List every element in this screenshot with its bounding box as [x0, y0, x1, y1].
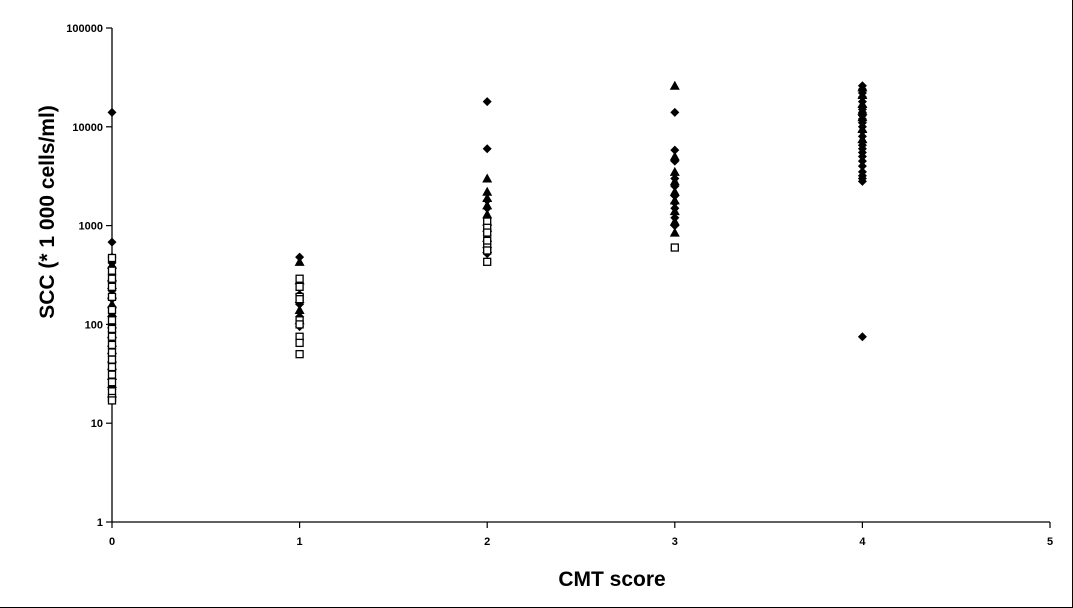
triangle-point: [857, 89, 868, 99]
square-point: [107, 355, 117, 364]
y-axis-title: SCC (* 1 000 cells/ml): [36, 105, 59, 319]
x-axis-title: CMT score: [558, 568, 665, 591]
diamond-point: [482, 144, 492, 154]
triangle-point: [482, 173, 493, 183]
diamond-point: [107, 237, 117, 247]
square-point: [295, 295, 304, 304]
triangle-point: [294, 256, 305, 266]
square-point: [107, 305, 117, 315]
triangle-point: [669, 195, 680, 205]
ticks: [106, 27, 1051, 528]
diamond-point: [857, 156, 867, 166]
square-point: [107, 292, 117, 302]
square-point: [483, 236, 492, 246]
y-tick-label: 100000: [66, 23, 103, 35]
x-tick-label: 1: [297, 536, 303, 548]
diamond-point: [857, 332, 867, 342]
square-point: [107, 274, 117, 283]
square-point: [107, 316, 117, 325]
y-tick-label: 10: [91, 418, 103, 430]
triangle-point: [857, 82, 868, 92]
diamond-point: [857, 176, 867, 186]
triangle-point: [857, 105, 868, 115]
triangle-point: [669, 186, 680, 196]
square-point: [670, 243, 679, 252]
square-point: [295, 338, 304, 348]
triangle-point: [482, 209, 493, 219]
triangle-point: [482, 186, 493, 196]
triangle-point: [857, 99, 868, 109]
square-point: [107, 332, 117, 341]
square-point: [107, 282, 117, 291]
triangle-point: [669, 227, 680, 237]
diamond-point: [482, 97, 492, 107]
x-tick-label: 0: [109, 536, 115, 548]
square-point: [107, 266, 117, 275]
triangle-point: [857, 124, 868, 134]
square-point: [107, 378, 117, 387]
x-tick-label: 5: [1047, 536, 1053, 548]
square-point: [295, 274, 304, 283]
x-tick-label: 2: [484, 536, 490, 548]
diamond-point: [857, 152, 867, 162]
diamond-point: [107, 107, 117, 117]
square-point: [107, 396, 117, 405]
square-point: [107, 348, 117, 357]
axes: [111, 28, 1050, 523]
x-tick-label: 4: [859, 536, 866, 548]
y-tick-label: 1: [97, 517, 103, 529]
triangle-point: [669, 216, 680, 226]
triangle-point: [294, 304, 305, 314]
y-tick-label: 1000: [79, 221, 103, 233]
y-tick-label: 10000: [72, 122, 103, 134]
triangle-point: [669, 166, 680, 176]
triangle-point: [669, 80, 680, 90]
triangle-point: [482, 200, 493, 210]
square-point: [295, 320, 304, 329]
square-point: [107, 387, 117, 396]
square-point: [107, 324, 117, 334]
triangle-point: [482, 193, 493, 203]
diamond-point: [670, 145, 680, 155]
triangle-point: [669, 176, 680, 186]
y-tick-label: 100: [85, 319, 103, 331]
square-point: [483, 246, 492, 255]
x-tick-label: 3: [672, 536, 678, 548]
diamond-point: [857, 161, 867, 171]
triangle-point: [669, 151, 680, 161]
square-point: [295, 349, 304, 359]
square-point: [295, 282, 304, 291]
triangle-point: [669, 206, 680, 216]
data-points: [107, 80, 868, 405]
square-point: [107, 362, 117, 372]
square-point: [483, 228, 492, 237]
square-point: [107, 370, 117, 379]
square-point: [107, 340, 117, 350]
diamond-point: [670, 107, 680, 117]
square-point: [107, 253, 117, 263]
triangle-point: [857, 134, 868, 144]
triangle-point: [857, 112, 868, 122]
square-point: [483, 257, 492, 266]
